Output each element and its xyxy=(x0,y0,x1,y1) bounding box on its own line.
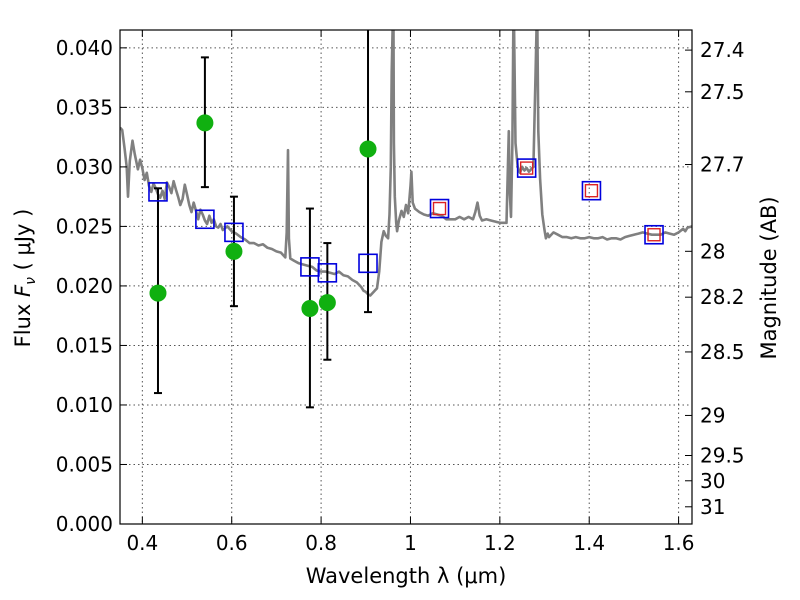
x-tick-label: 0.6 xyxy=(216,531,248,555)
mag-tick-label: 29.5 xyxy=(700,444,745,468)
x-tick-label: 1.6 xyxy=(663,531,695,555)
mag-tick-label: 28 xyxy=(700,239,725,263)
observed-flux-point xyxy=(359,140,377,158)
y-axis-label-symbol: F xyxy=(11,284,35,297)
model-flux-square xyxy=(317,263,338,283)
y-tick-label: 0.035 xyxy=(56,95,113,119)
y-tick-label: 0.005 xyxy=(56,452,113,476)
model-flux-square xyxy=(581,180,602,201)
y-axis-label: Flux Fν ( μJy ) xyxy=(11,209,39,348)
y-tick-label: 0.025 xyxy=(56,214,113,238)
y-tick-label: 0.010 xyxy=(56,393,113,417)
observed-flux-point xyxy=(318,294,336,312)
model-flux-square xyxy=(516,158,537,178)
x-tick-label: 0.8 xyxy=(305,531,337,555)
x-tick-label: 1.4 xyxy=(573,531,605,555)
model-flux-square xyxy=(195,209,215,230)
y-tick-label: 0.000 xyxy=(56,512,113,536)
y-tick-label: 0.040 xyxy=(56,36,113,60)
model-spectrum-line xyxy=(120,30,692,297)
observed-flux-point xyxy=(301,300,319,318)
x-tick-label: 1 xyxy=(404,531,417,555)
mag-tick-label: 29 xyxy=(700,403,725,427)
model-flux-square xyxy=(358,253,378,274)
y-axis-label-suffix: ( μJy ) xyxy=(11,209,35,277)
observed-flux-point xyxy=(196,114,214,132)
mag-tick-label: 28.5 xyxy=(700,340,745,364)
x-tick-label: 1.2 xyxy=(484,531,516,555)
y-axis-label-prefix: Flux xyxy=(11,297,35,347)
spectrum-layer xyxy=(120,30,692,297)
model-flux-square xyxy=(148,182,168,202)
mag-tick-label: 28.2 xyxy=(700,285,745,309)
mag-tick-label: 31 xyxy=(700,495,725,519)
plot-frame xyxy=(119,29,693,525)
model-flux-square xyxy=(429,198,450,219)
model-flux-inner-square xyxy=(519,161,534,175)
tick-layer: 0.4 0.6 0.8 1 1.2 1.4 1.6 0.000 0.005 0.010 0.015 0… xyxy=(56,30,745,555)
x-tick-label: 0.4 xyxy=(126,531,158,555)
y-tick-label: 0.030 xyxy=(56,155,113,179)
x-axis-label: Wavelength λ (μm) xyxy=(306,564,507,588)
marker-layer xyxy=(148,114,664,318)
y2-axis-label: Magnitude (AB) xyxy=(757,196,781,359)
mag-tick-label: 27.5 xyxy=(700,80,745,104)
model-flux-inner-square xyxy=(647,228,661,242)
model-flux-square xyxy=(224,222,244,243)
model-flux-square xyxy=(644,224,664,245)
mag-tick-label: 30 xyxy=(700,469,725,493)
errorbar-layer xyxy=(153,30,373,409)
model-flux-inner-square xyxy=(584,183,599,198)
y-axis-label-subscript: ν xyxy=(23,277,39,285)
observed-flux-point xyxy=(149,284,167,302)
mag-tick-label: 27.4 xyxy=(700,38,745,62)
y-tick-label: 0.020 xyxy=(56,274,113,298)
mag-tick-label: 27.7 xyxy=(700,153,745,177)
model-flux-inner-square xyxy=(432,201,447,216)
y-tick-label: 0.015 xyxy=(56,333,113,357)
observed-flux-point xyxy=(225,242,243,260)
